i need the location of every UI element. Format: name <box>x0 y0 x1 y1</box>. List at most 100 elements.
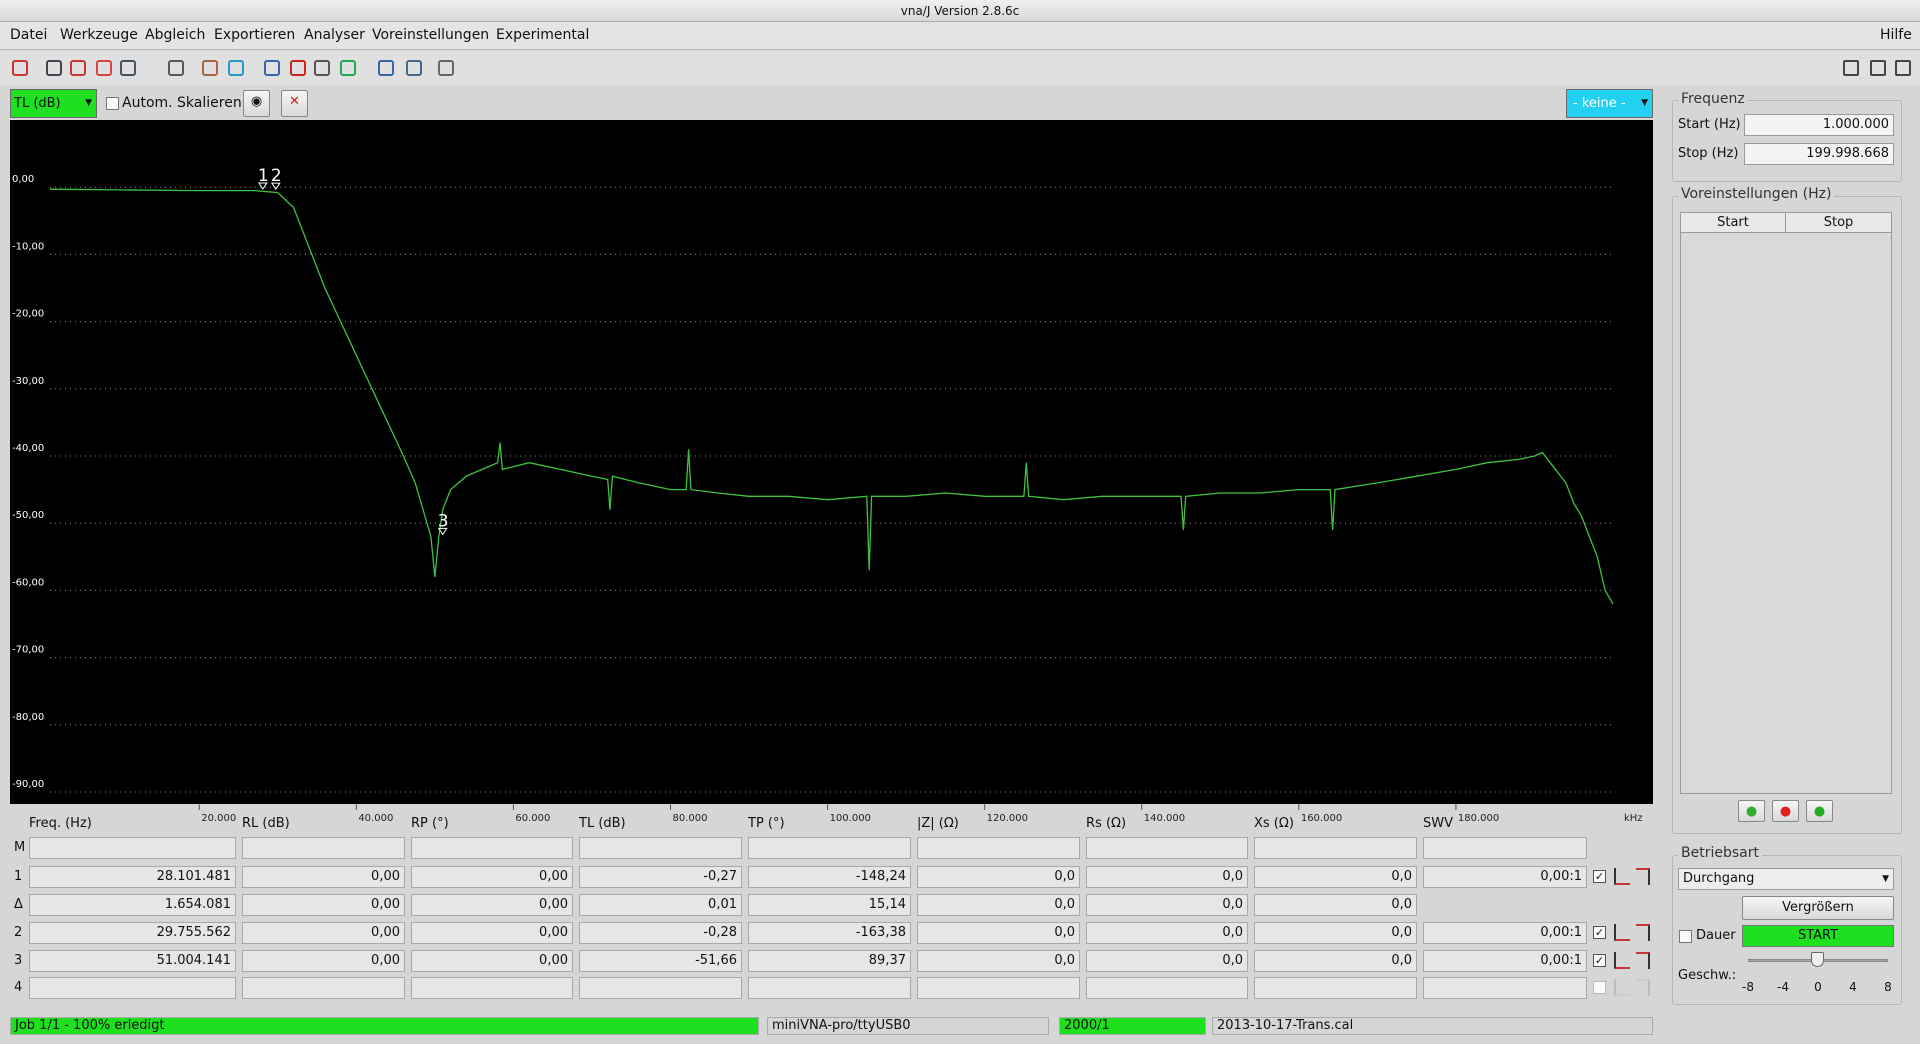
toolbar-icon[interactable] <box>378 60 394 76</box>
toolbar-icon[interactable] <box>228 60 244 76</box>
table-cell <box>411 837 573 859</box>
stop-field[interactable]: 199.998.668 <box>1744 143 1894 165</box>
marker-icon[interactable] <box>1636 868 1650 885</box>
trace <box>49 188 1614 605</box>
toolbar-icon[interactable] <box>340 60 356 76</box>
x-tick-label: 20.000 <box>201 813 236 824</box>
marker-label: 3 <box>438 511 449 531</box>
toolbar-icon[interactable] <box>1895 60 1911 76</box>
delete-preset-button[interactable]: ● <box>1772 800 1799 822</box>
menu-item[interactable]: Datei <box>10 27 48 43</box>
table-cell: 0,00 <box>411 922 573 944</box>
speed-tick-label: -8 <box>1742 980 1754 994</box>
marker-icon[interactable] <box>1636 979 1650 996</box>
toolbar-icon[interactable] <box>96 60 112 76</box>
load-preset-button[interactable]: ● <box>1806 800 1833 822</box>
start-field[interactable]: 1.000.000 <box>1744 114 1894 136</box>
table-cell: 0,00:1 <box>1423 922 1587 944</box>
toolbar-icon[interactable] <box>202 60 218 76</box>
frequency-title: Frequenz <box>1678 91 1748 107</box>
table-cell: 0,0 <box>1086 922 1248 944</box>
marker-icon[interactable] <box>1614 979 1630 996</box>
title-bar: vna/J Version 2.8.6c <box>0 0 1920 22</box>
menu-item[interactable]: Exportieren <box>214 27 296 43</box>
table-cell <box>1254 977 1417 999</box>
menu-item[interactable]: Voreinstellungen <box>372 27 490 43</box>
status-field: 2013-10-17-Trans.cal <box>1212 1017 1653 1035</box>
table-cell <box>1254 837 1417 859</box>
toolbar-icon[interactable] <box>406 60 422 76</box>
menu-item[interactable]: Werkzeuge <box>60 27 138 43</box>
mode-select-value: Durchgang <box>1683 871 1755 886</box>
table-cell: 0,0 <box>1254 866 1417 888</box>
toolbar-icon[interactable] <box>290 60 306 76</box>
marker-checkbox[interactable]: ✓ <box>1593 954 1606 967</box>
column-header: Rs (Ω) <box>1086 816 1127 831</box>
marker-icon[interactable] <box>1636 952 1650 969</box>
marker-checkbox[interactable]: ✓ <box>1593 926 1606 939</box>
marker-icon[interactable] <box>1614 952 1630 969</box>
toolbar-icon[interactable] <box>1843 60 1859 76</box>
marker-label: 2 <box>271 166 282 186</box>
toolbar-icon[interactable] <box>120 60 136 76</box>
speed-tick-label: 8 <box>1884 980 1892 994</box>
toolbar-icon[interactable] <box>1870 60 1886 76</box>
column-header: RP (°) <box>411 816 449 831</box>
presets-header: Stop <box>1786 213 1891 233</box>
reference-dropdown[interactable]: - keine - ▼ <box>1566 89 1653 118</box>
marker-icon[interactable] <box>1636 924 1650 941</box>
table-cell: 0,0 <box>917 866 1080 888</box>
table-cell: 28.101.481 <box>29 866 236 888</box>
zoom-button[interactable]: Vergrößern <box>1742 896 1894 920</box>
table-cell: -0,28 <box>579 922 742 944</box>
marker-icon[interactable] <box>1614 924 1630 941</box>
y-tick-label: 0,00 <box>12 174 34 185</box>
mode-dropdown[interactable]: TL (dB) ▼ <box>10 89 97 118</box>
continuous-checkbox[interactable] <box>1679 930 1692 943</box>
y-tick-label: -30,00 <box>12 376 44 387</box>
autoscale-checkbox[interactable] <box>106 97 119 110</box>
table-cell: -0,27 <box>579 866 742 888</box>
add-preset-button[interactable]: ● <box>1738 800 1765 822</box>
y-tick-label: -70,00 <box>12 645 44 656</box>
status-field: Job 1/1 - 100% erledigt <box>10 1017 759 1035</box>
menu-item[interactable]: Abgleich <box>145 27 206 43</box>
plot-background <box>10 120 1653 804</box>
table-cell <box>242 977 405 999</box>
y-tick-label: -10,00 <box>12 241 44 252</box>
presets-table: Start Stop <box>1680 212 1892 794</box>
toolbar-icon[interactable] <box>46 60 62 76</box>
x-tick-label: 120.000 <box>987 813 1028 824</box>
toolbar-icon[interactable] <box>264 60 280 76</box>
window-title: vna/J Version 2.8.6c <box>900 4 1020 18</box>
marker-checkbox[interactable] <box>1593 981 1606 994</box>
table-cell: 51.004.141 <box>29 950 236 972</box>
table-cell: 0,01 <box>579 894 742 916</box>
toolbar-icon[interactable] <box>438 60 454 76</box>
table-cell <box>917 977 1080 999</box>
toolbar-icon[interactable] <box>168 60 184 76</box>
marker-icon[interactable] <box>1614 868 1630 885</box>
row-label: 4 <box>14 980 23 995</box>
toolbar-icon[interactable] <box>12 60 28 76</box>
menu-item[interactable]: Analyser <box>304 27 365 43</box>
menu-item[interactable]: Experimental <box>496 27 590 43</box>
table-cell: 15,14 <box>748 894 911 916</box>
toolbar-icon[interactable] <box>314 60 330 76</box>
start-button[interactable]: START <box>1742 925 1894 947</box>
mode-select[interactable]: Durchgang ▼ <box>1678 868 1894 890</box>
table-cell: 0,00 <box>411 894 573 916</box>
table-cell <box>1423 977 1587 999</box>
x-tick-label: 60.000 <box>515 813 550 824</box>
speed-slider-thumb[interactable] <box>1811 952 1824 967</box>
table-cell: 89,37 <box>748 950 911 972</box>
settings-button[interactable]: ◉ <box>243 90 270 117</box>
y-tick-label: -50,00 <box>12 510 44 521</box>
marker-checkbox[interactable]: ✓ <box>1593 870 1606 883</box>
row-label: 1 <box>14 869 23 884</box>
help-menu[interactable]: Hilfe <box>1880 27 1912 43</box>
marker-symbol <box>270 182 281 190</box>
y-tick-label: -90,00 <box>12 779 44 790</box>
clear-button[interactable]: ✕ <box>281 90 308 117</box>
toolbar-icon[interactable] <box>70 60 86 76</box>
